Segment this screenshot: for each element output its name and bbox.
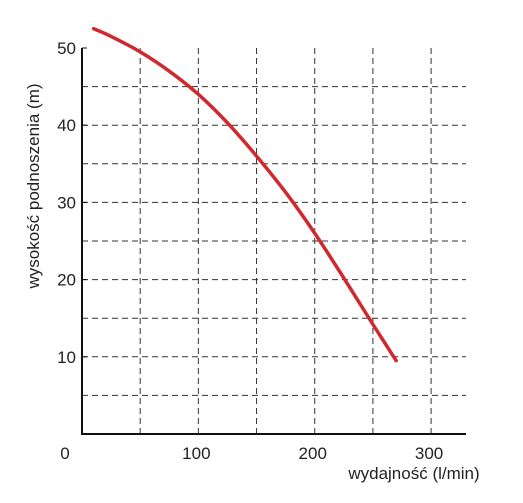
y-tick-label: 30 — [57, 193, 76, 212]
y-axis-label: wysokość podnoszenia (m) — [24, 83, 43, 289]
series-layer — [91, 26, 398, 363]
y-tick-label: 20 — [57, 271, 76, 290]
y-tick-label: 10 — [57, 348, 76, 367]
x-tick-label: 100 — [182, 444, 210, 463]
y-tick-label: 50 — [57, 39, 76, 58]
tick-labels: 0 100 200 300 10 20 30 40 50 — [57, 39, 443, 463]
y-tick-label: 40 — [57, 116, 76, 135]
x-tick-label: 300 — [415, 444, 443, 463]
grid-lines — [82, 48, 466, 434]
axes — [81, 48, 466, 435]
x-axis-label: wydajność (l/min) — [347, 464, 479, 483]
x-tick-label: 0 — [60, 444, 69, 463]
x-tick-label: 200 — [299, 444, 327, 463]
pump-curve-line — [91, 26, 398, 363]
